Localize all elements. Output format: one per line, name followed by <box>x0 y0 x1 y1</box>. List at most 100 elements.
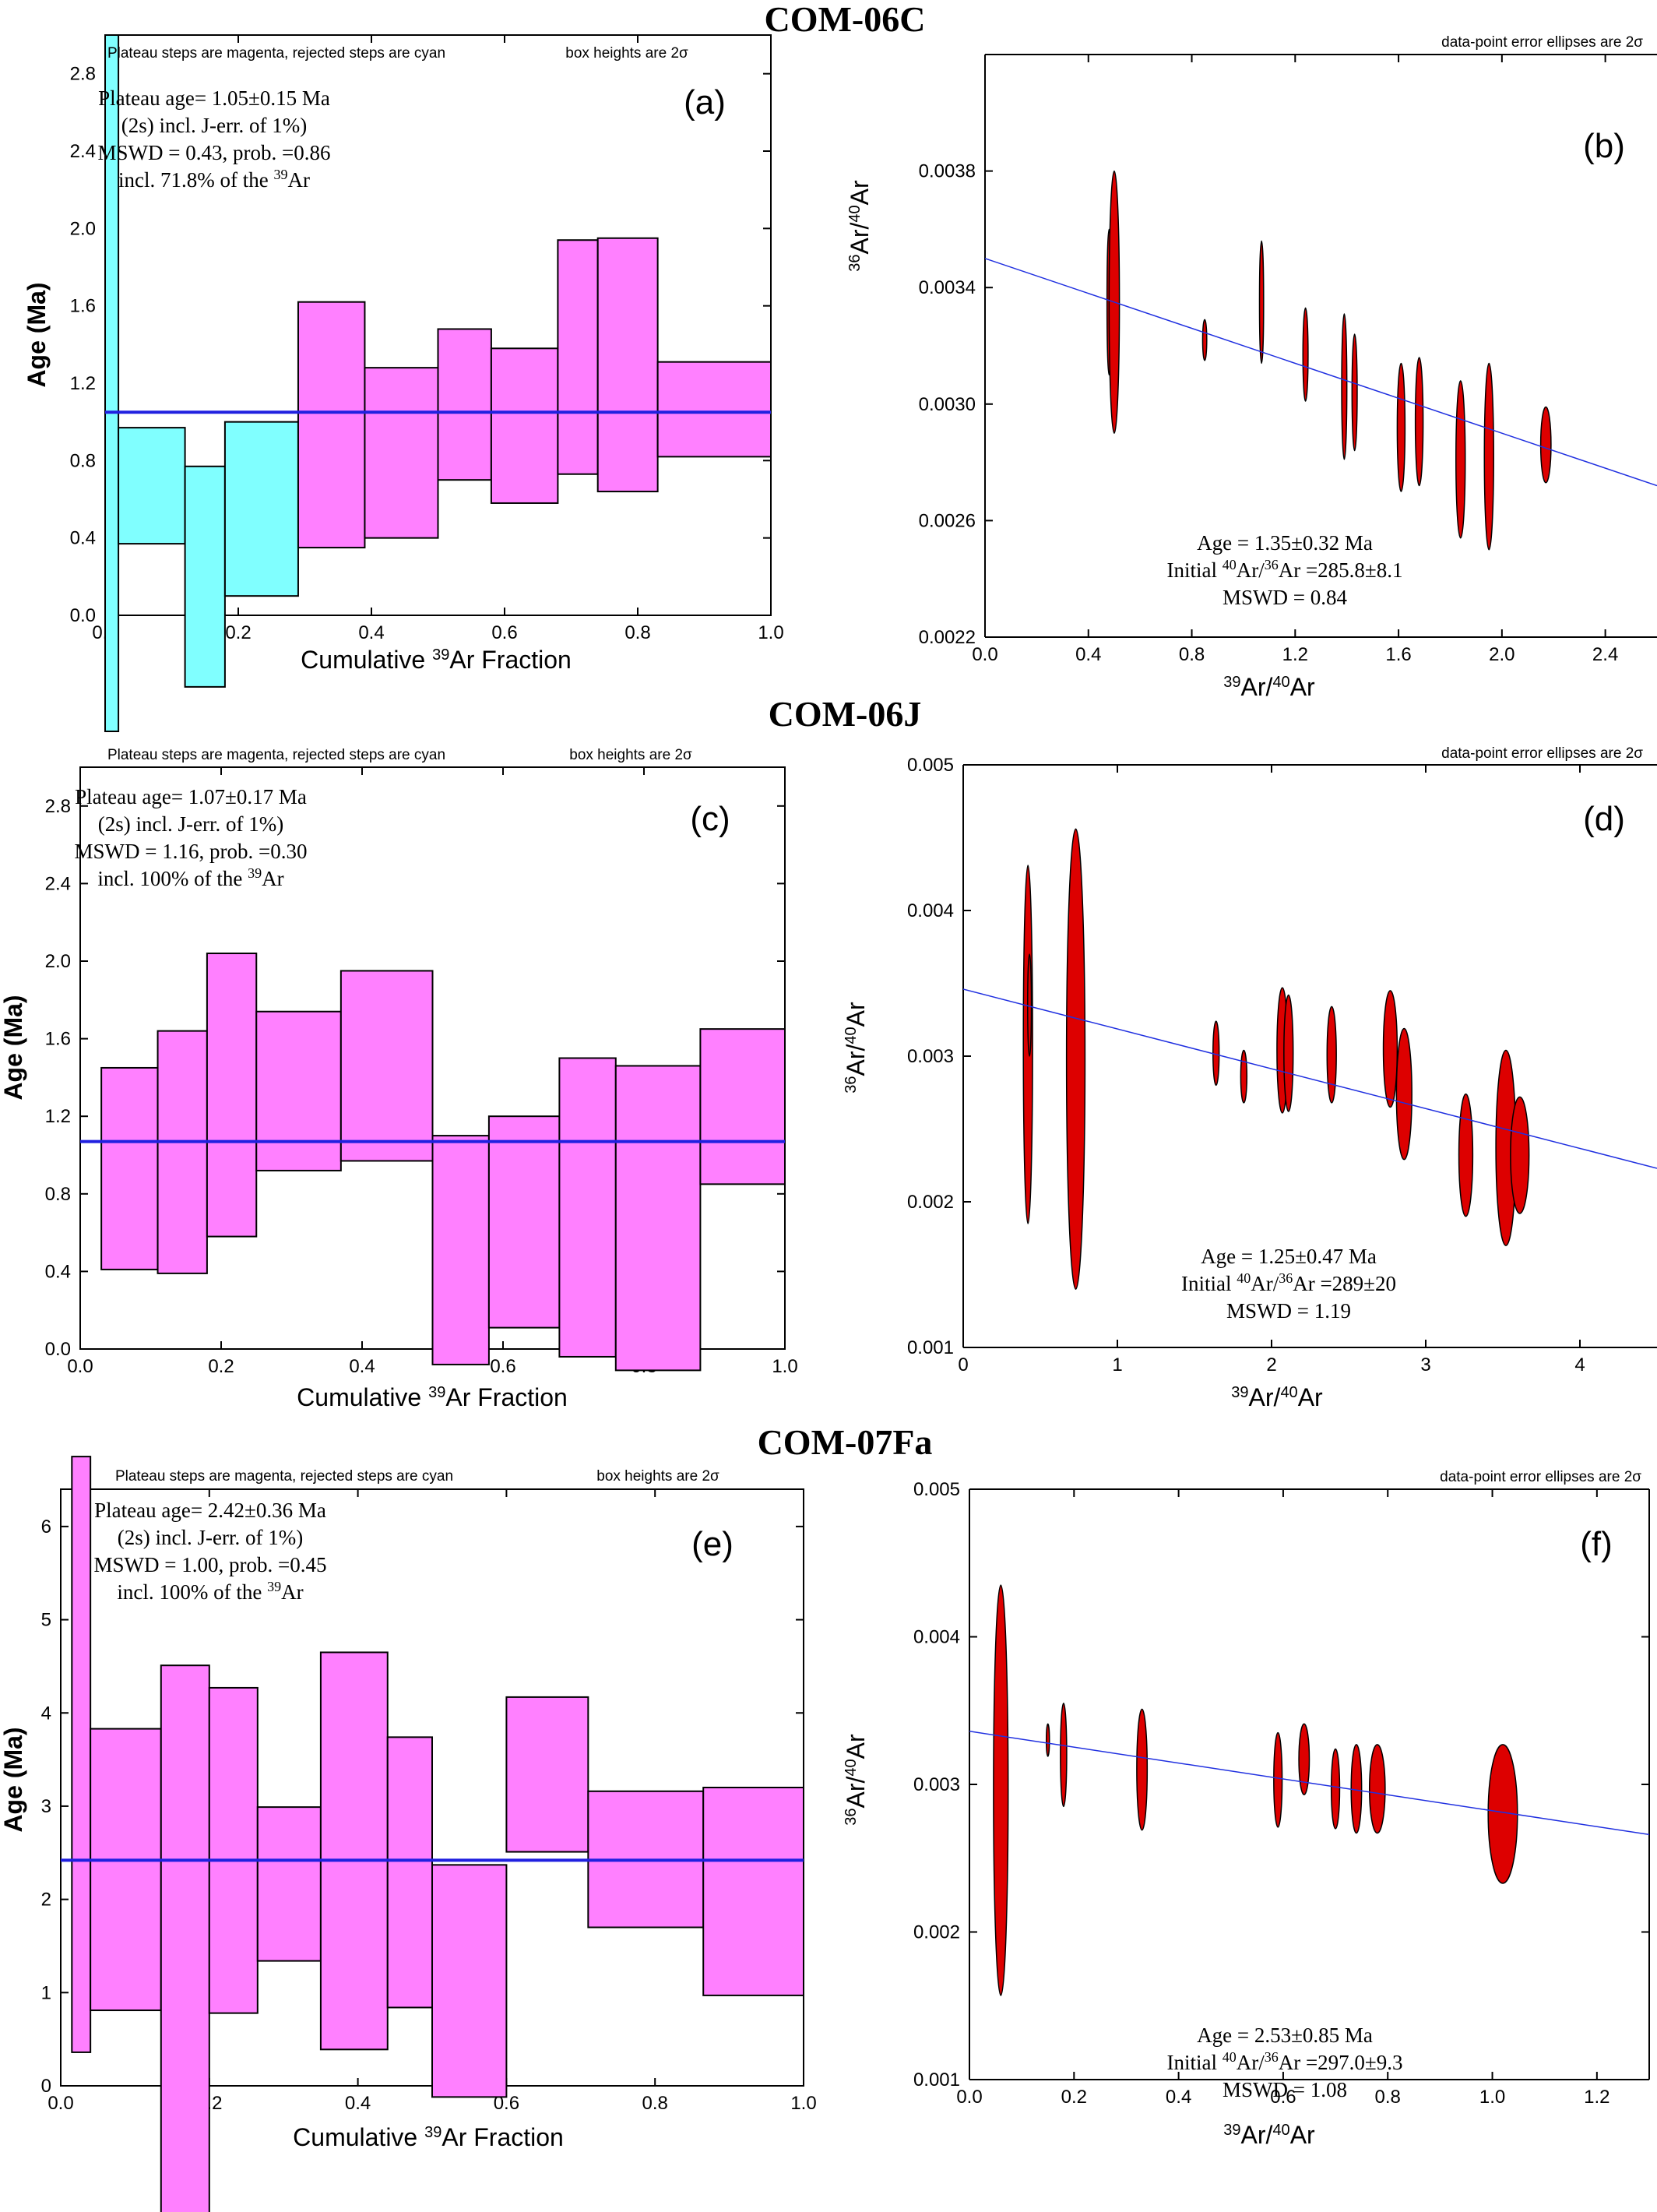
plateau-step-box <box>596 237 659 493</box>
annotation-line: Plateau age= 1.07±0.17 Ma <box>75 785 307 808</box>
error-ellipse <box>1273 1731 1283 1828</box>
top-note: Plateau steps are magenta, rejected step… <box>115 1468 453 1485</box>
y-tick-label: 2.4 <box>45 873 71 894</box>
y-tick-label: 2.8 <box>70 64 96 85</box>
y-tick-label: 0.001 <box>913 2069 960 2090</box>
top-note: Plateau steps are magenta, rejected step… <box>107 747 445 763</box>
x-tick-label: 0.2 <box>1061 2087 1087 2108</box>
y-tick-label: 2.8 <box>45 796 71 817</box>
error-ellipse <box>1382 990 1398 1108</box>
error-ellipse <box>1326 1006 1337 1104</box>
x-tick-label: 0.6 <box>490 1356 515 1377</box>
y-axis-label: Age (Ma) <box>0 1727 27 1832</box>
y-tick-label: 2 <box>41 1890 51 1911</box>
annotation-line: Initial 40Ar/36Ar =297.0±9.3 <box>1166 2049 1402 2074</box>
plateau-step-box <box>656 361 772 458</box>
plateau-step-box <box>431 1864 508 2098</box>
panel-d-isochron: 0 1 2 3 4 0.001 0.002 0.003 0.004 0.005 36Ar/40Ar 3… <box>842 745 1657 1411</box>
annotation-line: Plateau age= 2.42±0.36 Ma <box>94 1499 326 1522</box>
x-tick-label: 0.8 <box>624 622 650 643</box>
annotation-line: incl. 100% of the 39Ar <box>117 1579 303 1604</box>
annotation-line: (2s) incl. J-err. of 1%) <box>98 812 283 836</box>
plateau-step-box <box>255 1010 342 1171</box>
annotation-line: Age = 2.53±0.85 Ma <box>1197 2024 1373 2047</box>
x-tick-label: 2.0 <box>1489 644 1515 665</box>
y-tick-label: 0.4 <box>45 1261 71 1282</box>
y-tick-label: 6 <box>41 1516 51 1537</box>
x-tick-label: 0.6 <box>1270 2087 1296 2108</box>
error-ellipse <box>1510 1096 1530 1214</box>
y-axis-label: 36Ar/40Ar <box>846 180 874 272</box>
x-tick-label: 0.4 <box>1075 644 1101 665</box>
annotation-line: Initial 40Ar/36Ar =289±20 <box>1181 1270 1396 1295</box>
y-tick-label: 0.0030 <box>919 394 976 415</box>
y-tick-label: 4 <box>41 1703 51 1724</box>
error-ellipse <box>1351 333 1358 452</box>
annotation-line: MSWD = 1.08 <box>1223 2078 1347 2101</box>
x-tick-label: 0.4 <box>1166 2087 1191 2108</box>
top-note: box heights are 2σ <box>569 747 692 763</box>
y-axis-label: 36Ar/40Ar <box>842 1002 870 1094</box>
x-tick-label: 1.2 <box>1584 2087 1610 2108</box>
annotation-line: (2s) incl. J-err. of 1%) <box>118 1526 303 1549</box>
x-tick-label: 0.6 <box>491 622 517 643</box>
y-tick-label: 0.0038 <box>919 161 976 182</box>
y-tick-label: 0.0022 <box>919 627 976 648</box>
isochron-fit-line <box>963 988 1657 1169</box>
y-tick-label: 0.0026 <box>919 510 976 531</box>
y-tick-label: 3 <box>41 1796 51 1817</box>
plateau-step-box <box>557 239 599 475</box>
annotation-line: (2s) incl. J-err. of 1%) <box>121 114 307 137</box>
sample-title-com-06c: COM-06C <box>765 0 926 39</box>
panel-f-isochron: 0.0 0.2 0.4 0.6 0.8 1.0 1.2 0.001 0.002 0.003 0.00… <box>842 1469 1650 2149</box>
y-tick-label: 1.6 <box>45 1029 71 1050</box>
annotation-line: MSWD = 0.43, prob. =0.86 <box>98 141 331 164</box>
plateau-step-box <box>431 1135 490 1365</box>
sample-title-com-07fa: COM-07Fa <box>758 1422 933 1462</box>
x-tick-label: 1.0 <box>790 2093 816 2114</box>
plateau-step-box <box>160 1664 210 2212</box>
error-ellipse <box>1350 1744 1363 1834</box>
plateau-step-box <box>100 1066 159 1270</box>
y-tick-label: 1.6 <box>70 296 96 317</box>
plot-area <box>969 1584 1649 1996</box>
rejected-step-box <box>223 421 299 597</box>
error-ellipse <box>1045 1723 1050 1757</box>
annotation-line: MSWD = 1.19 <box>1226 1299 1351 1323</box>
x-axis-label: Cumulative 39Ar Fraction <box>301 646 572 674</box>
x-tick-label: 0.0 <box>956 2087 982 2108</box>
plateau-step-box <box>339 970 434 1162</box>
x-tick-label: 0.0 <box>972 644 997 665</box>
annotation-line: MSWD = 1.00, prob. =0.45 <box>94 1553 327 1576</box>
error-ellipse <box>993 1584 1009 1996</box>
rejected-step-box <box>184 465 226 688</box>
x-tick-label: 0.0 <box>47 2093 73 2114</box>
y-tick-label: 0.0 <box>45 1339 71 1360</box>
error-ellipse <box>1539 406 1552 484</box>
x-tick-label: 1.6 <box>1385 644 1411 665</box>
isochron-fit-line <box>985 258 1657 487</box>
error-ellipse <box>1396 362 1406 492</box>
x-axis-label: Cumulative 39Ar Fraction <box>297 1383 568 1411</box>
y-tick-label: 0.0 <box>70 605 96 626</box>
x-tick-label: 0.8 <box>642 2093 668 2114</box>
panel-a-age-spectrum: 0.00.20.40.60.81.00.00.40.81.21.62.02.42… <box>23 34 784 732</box>
y-tick-label: 0.004 <box>907 900 954 921</box>
plateau-step-box <box>256 1806 322 1962</box>
y-tick-label: 1.2 <box>45 1106 71 1127</box>
annotation-line: Initial 40Ar/36Ar =285.8±8.1 <box>1166 557 1402 582</box>
panel-letter: (e) <box>691 1525 734 1563</box>
y-tick-label: 2.0 <box>70 218 96 239</box>
error-ellipse <box>1240 1049 1248 1104</box>
x-tick-label: 1.0 <box>772 1356 797 1377</box>
y-tick-label: 0.005 <box>907 755 954 776</box>
y-axis-label: Age (Ma) <box>0 995 27 1100</box>
y-tick-label: 0.001 <box>907 1337 954 1358</box>
plateau-step-box <box>614 1065 702 1372</box>
annotation-line: incl. 71.8% of the 39Ar <box>118 167 310 192</box>
error-ellipse <box>1298 1723 1310 1796</box>
x-tick-label: 0.4 <box>349 1356 375 1377</box>
error-ellipse <box>1065 828 1086 1290</box>
